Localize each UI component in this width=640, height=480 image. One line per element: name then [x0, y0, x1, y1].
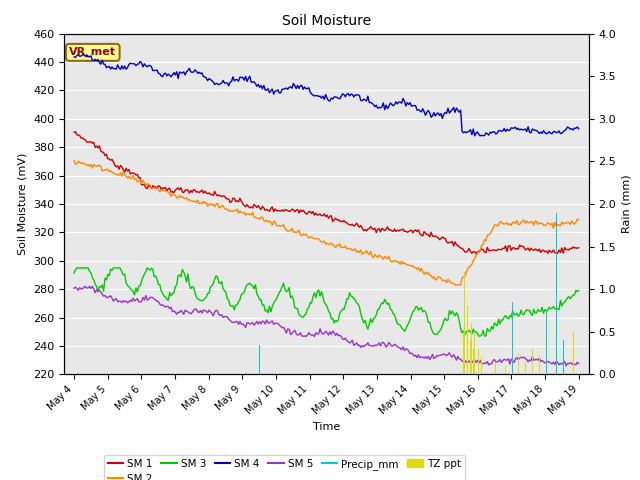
Title: Soil Moisture: Soil Moisture	[282, 14, 371, 28]
Bar	[463, 332, 464, 374]
Bar	[505, 366, 506, 374]
Bar	[539, 357, 540, 374]
Y-axis label: Soil Moisture (mV): Soil Moisture (mV)	[17, 153, 28, 255]
Bar	[556, 213, 557, 374]
Bar	[473, 349, 474, 374]
Bar	[259, 345, 260, 374]
Y-axis label: Rain (mm): Rain (mm)	[622, 175, 632, 233]
Bar	[470, 340, 471, 374]
X-axis label: Time: Time	[313, 422, 340, 432]
Bar	[461, 247, 463, 374]
Bar	[512, 340, 513, 374]
Bar	[563, 340, 564, 374]
Bar	[546, 336, 547, 374]
Text: VR_met: VR_met	[69, 47, 116, 58]
Bar	[546, 311, 547, 374]
Bar	[467, 306, 468, 374]
Bar	[495, 361, 496, 374]
Bar	[481, 357, 482, 374]
Bar	[474, 332, 475, 374]
Bar	[512, 302, 513, 374]
Bar	[461, 42, 463, 374]
Legend: SM 1, SM 2, SM 3, SM 4, SM 5, Precip_mm, TZ ppt: SM 1, SM 2, SM 3, SM 4, SM 5, Precip_mm,…	[104, 455, 465, 480]
